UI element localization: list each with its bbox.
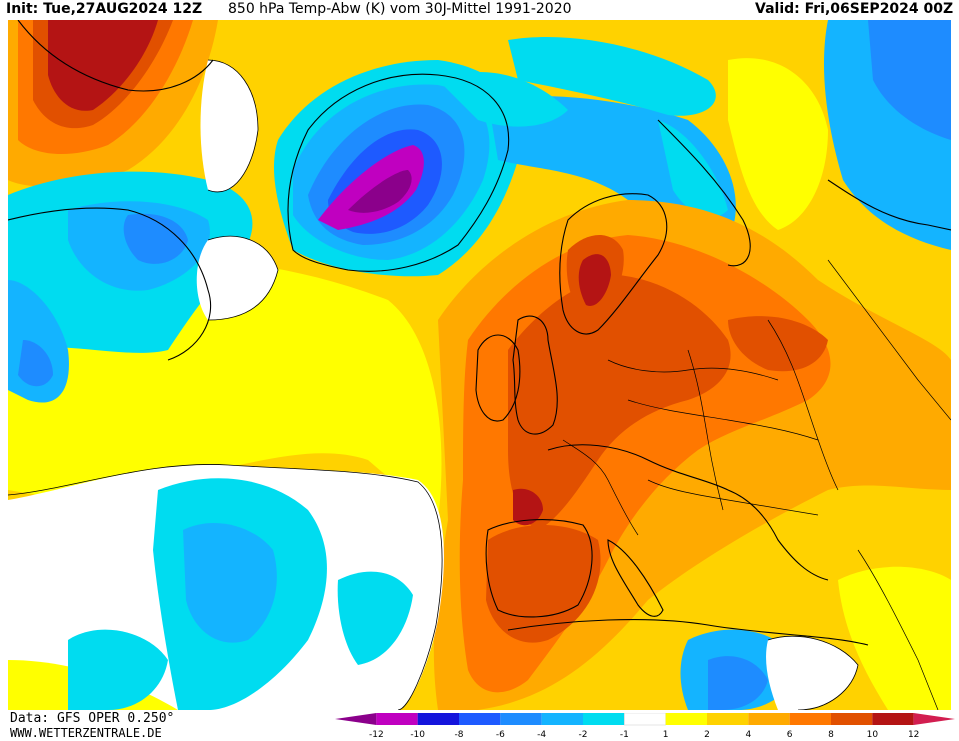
color-scale-bin	[831, 713, 873, 725]
color-scale-tick-label: 4	[745, 730, 751, 739]
greenland-deep-purple	[348, 170, 412, 213]
greenland-magenta	[318, 145, 424, 230]
color-scale-bin	[335, 713, 377, 725]
color-scale-bin	[459, 713, 501, 725]
kola-coast	[657, 119, 751, 267]
border-central-europe	[627, 399, 819, 441]
website-credit: WWW.WETTERZENTRALE.DE	[10, 726, 162, 740]
border-russia	[827, 259, 951, 421]
color-scale-tick-label: -6	[496, 730, 505, 739]
labrador-blue	[123, 213, 188, 264]
coastlines	[8, 20, 951, 646]
valid-time: Valid: Fri,06SEP2024 00Z	[755, 1, 953, 17]
color-scale-bin	[872, 713, 914, 725]
european-coast-line	[547, 444, 829, 581]
madeira-cyan	[337, 571, 413, 665]
color-scale-bin	[913, 713, 955, 725]
color-scale-tick-label: 10	[867, 730, 879, 739]
iberia-hot	[486, 525, 601, 643]
ireland-coast	[475, 334, 521, 422]
color-scale-bin	[376, 713, 418, 725]
border-france-east	[562, 439, 639, 536]
color-scale-tick-label: -12	[369, 730, 384, 739]
color-scale-tick-label: 12	[908, 730, 919, 739]
data-source: Data: GFS OPER 0.250°	[10, 711, 175, 726]
color-scale-bin	[500, 713, 542, 725]
color-scale-tick-label: -4	[537, 730, 546, 739]
color-scale-bin	[748, 713, 790, 725]
color-scale-tick-label: 6	[787, 730, 793, 739]
levant-zero-contour	[767, 635, 859, 710]
border-balkans	[647, 479, 819, 516]
map-canvas	[8, 20, 951, 710]
valid-label: Valid:	[755, 1, 800, 17]
border-eastern	[767, 319, 839, 491]
init-time: Init: Tue,27AUG2024 12Z	[6, 1, 202, 17]
arctic-cyan	[438, 71, 568, 127]
scandinavia-hotspot	[578, 254, 611, 306]
anomaly-map[interactable]	[8, 20, 951, 710]
atlantic-zero-contour	[8, 464, 443, 710]
siberia-darkblue	[868, 20, 951, 140]
eastern-europe-hot	[728, 316, 828, 372]
azores-cyan	[68, 629, 168, 710]
west-atlantic-dark	[18, 340, 53, 387]
border-poland-north	[607, 359, 779, 381]
valid-value: Fri,06SEP2024 00Z	[804, 1, 954, 17]
color-scale-tick-label: -8	[455, 730, 464, 739]
ural-yellow	[728, 58, 828, 230]
ural-coast	[827, 179, 951, 231]
greenland-coast	[287, 73, 510, 272]
middle-east-yellow	[838, 566, 951, 710]
east-med-darkblue	[708, 656, 768, 710]
color-scale-bin	[583, 713, 625, 725]
newfoundland-neutral	[196, 236, 278, 320]
levant-neutral	[766, 636, 858, 710]
zero-contours	[8, 59, 859, 710]
iberia-coast	[485, 519, 593, 618]
color-scale-bin	[665, 713, 707, 725]
color-scale-bars	[335, 713, 955, 726]
europe-hot-core	[508, 275, 731, 530]
barents-cyan	[658, 120, 728, 218]
newfoundland-zero-contour	[207, 235, 279, 321]
britain-coast	[512, 315, 558, 435]
color-scale-bin	[541, 713, 583, 725]
color-scale-tick-label: 8	[828, 730, 834, 739]
country-borders	[562, 259, 951, 710]
color-scale-tick-label: -2	[579, 730, 588, 739]
svalbard-cyan	[508, 36, 716, 116]
color-scale-bin	[789, 713, 831, 725]
baffin-zero-contour	[207, 59, 259, 193]
baffin-neutral	[200, 60, 258, 192]
color-scale-tick-label: -1	[620, 730, 629, 739]
color-scale: -12 -10 -8 -6 -4 -2 -1 1 2 4 6 8 10 12	[335, 713, 955, 739]
color-scale-bin	[624, 713, 666, 726]
color-scale-ticks: -12 -10 -8 -6 -4 -2 -1 1 2 4 6 8 10 12	[369, 730, 919, 739]
color-scale-bin	[707, 713, 749, 725]
labrador-coast	[8, 207, 212, 361]
border-middle-east	[857, 549, 939, 710]
color-scale-tick-label: 2	[704, 730, 710, 739]
border-east-west	[687, 349, 724, 511]
canada-hotspot	[48, 20, 158, 111]
color-scale-tick-label: -10	[410, 730, 425, 739]
init-label: Init:	[6, 1, 39, 17]
map-title: 850 hPa Temp-Abw (K) vom 30J-Mittel 1991…	[228, 1, 572, 17]
atlantic-lightblue	[183, 522, 277, 643]
init-value: Tue,27AUG2024 12Z	[43, 1, 203, 17]
north-africa-coast	[507, 619, 869, 646]
arctic-canada-coast	[17, 20, 214, 92]
scandinavia-coast	[559, 193, 668, 335]
iberia-hotspot	[513, 488, 543, 526]
color-scale-bin	[417, 713, 459, 725]
color-scale-tick-label: 1	[663, 730, 669, 739]
italy-coast	[607, 539, 664, 617]
